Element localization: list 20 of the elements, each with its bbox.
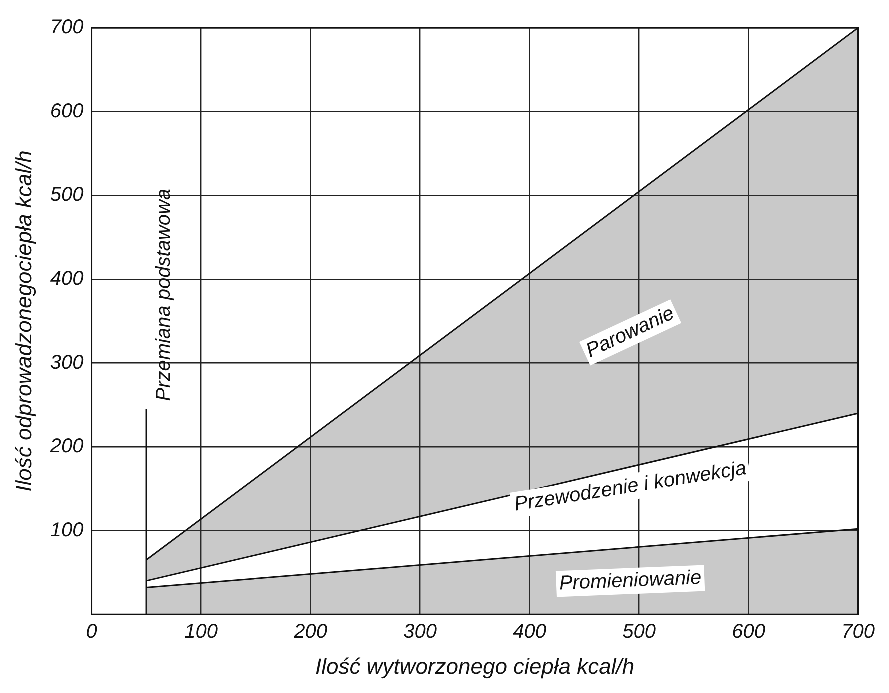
y-tick-label: 100 xyxy=(50,519,84,542)
x-tick-label: 100 xyxy=(184,621,218,644)
y-tick-label: 700 xyxy=(50,16,84,39)
text: Przewodzenie i konwekcja xyxy=(512,458,748,516)
y-tick-label: 300 xyxy=(50,352,84,374)
x-tick-label: 400 xyxy=(513,621,546,644)
x-tick-label: 600 xyxy=(732,621,766,644)
x-tick-label: 200 xyxy=(293,621,328,644)
x-tick-label: 700 xyxy=(842,621,876,644)
text: Przemiana podstawowa xyxy=(153,188,176,402)
y-tick-label: 200 xyxy=(49,436,84,458)
y-axis-title: Ilość odprowadzonegociepła kcal/h xyxy=(11,150,36,492)
y-tick-label: 500 xyxy=(50,184,84,206)
x-tick-label: 0 xyxy=(86,621,98,644)
y-tick-label: 400 xyxy=(50,268,84,290)
y-tick-label: 600 xyxy=(50,100,84,122)
x-tick-label: 300 xyxy=(404,621,437,644)
x-axis-title: Ilość wytworzonego ciepła kcal/h xyxy=(315,654,635,679)
series-label: Promieniowanie xyxy=(558,566,702,595)
x-tick-label: 500 xyxy=(622,621,656,644)
